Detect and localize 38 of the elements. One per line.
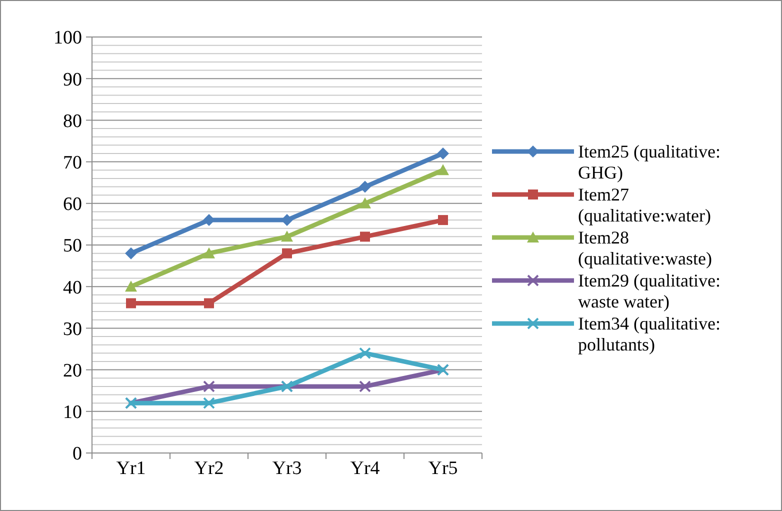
legend-label: Item34 (qualitative: pollutants) <box>578 314 720 354</box>
y-tick-label: 90 <box>63 69 82 90</box>
y-tick-label: 100 <box>54 28 82 49</box>
point <box>437 147 449 160</box>
point <box>282 248 292 258</box>
y-tick-label: 20 <box>63 360 82 382</box>
legend-label: Item29 (qualitative: waste water) <box>578 270 720 312</box>
legend-label: Item28 (qualitative:waste) <box>578 228 712 268</box>
x-tick-label: Yr2 <box>194 458 224 479</box>
point <box>126 298 136 308</box>
point <box>359 197 371 208</box>
point <box>204 298 214 308</box>
x-tick-label: Yr3 <box>272 458 302 479</box>
point <box>359 180 371 193</box>
y-tick-label: 80 <box>63 110 82 132</box>
x-tick-label: Yr5 <box>428 458 458 479</box>
point <box>125 280 137 292</box>
point <box>359 380 371 392</box>
legend-label: Item25 (qualitative: GHG) <box>578 142 720 182</box>
point <box>281 230 293 242</box>
y-tick-label: 50 <box>63 236 82 257</box>
y-tick-label: 40 <box>63 277 82 298</box>
x-tick-label: Yr1 <box>116 458 146 479</box>
point <box>203 247 215 258</box>
point <box>203 380 215 392</box>
point <box>203 397 215 410</box>
legend-label: Item27 (qualitative:water) <box>578 184 711 226</box>
point <box>438 215 448 226</box>
point <box>360 232 370 242</box>
point <box>359 347 371 360</box>
y-tick-label: 30 <box>63 318 82 340</box>
x-tick-label: Yr4 <box>350 458 380 479</box>
y-tick-label: 10 <box>63 402 82 424</box>
point <box>125 247 137 260</box>
y-tick-label: 70 <box>63 152 82 174</box>
y-tick-label: 60 <box>63 194 82 216</box>
y-tick-label: 0 <box>72 444 82 465</box>
point <box>437 164 449 176</box>
